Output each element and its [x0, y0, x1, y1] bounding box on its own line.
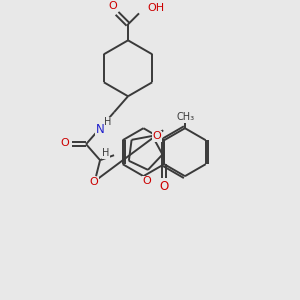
- Text: OH: OH: [147, 3, 164, 14]
- Text: O: O: [61, 138, 70, 148]
- Text: O: O: [109, 2, 117, 11]
- Text: H: H: [104, 117, 112, 127]
- Text: H: H: [102, 148, 110, 158]
- Text: N: N: [96, 123, 104, 136]
- Text: O: O: [142, 176, 151, 186]
- Text: O: O: [160, 180, 169, 193]
- Text: CH₃: CH₃: [177, 112, 195, 122]
- Text: O: O: [153, 131, 162, 141]
- Text: O: O: [90, 177, 98, 187]
